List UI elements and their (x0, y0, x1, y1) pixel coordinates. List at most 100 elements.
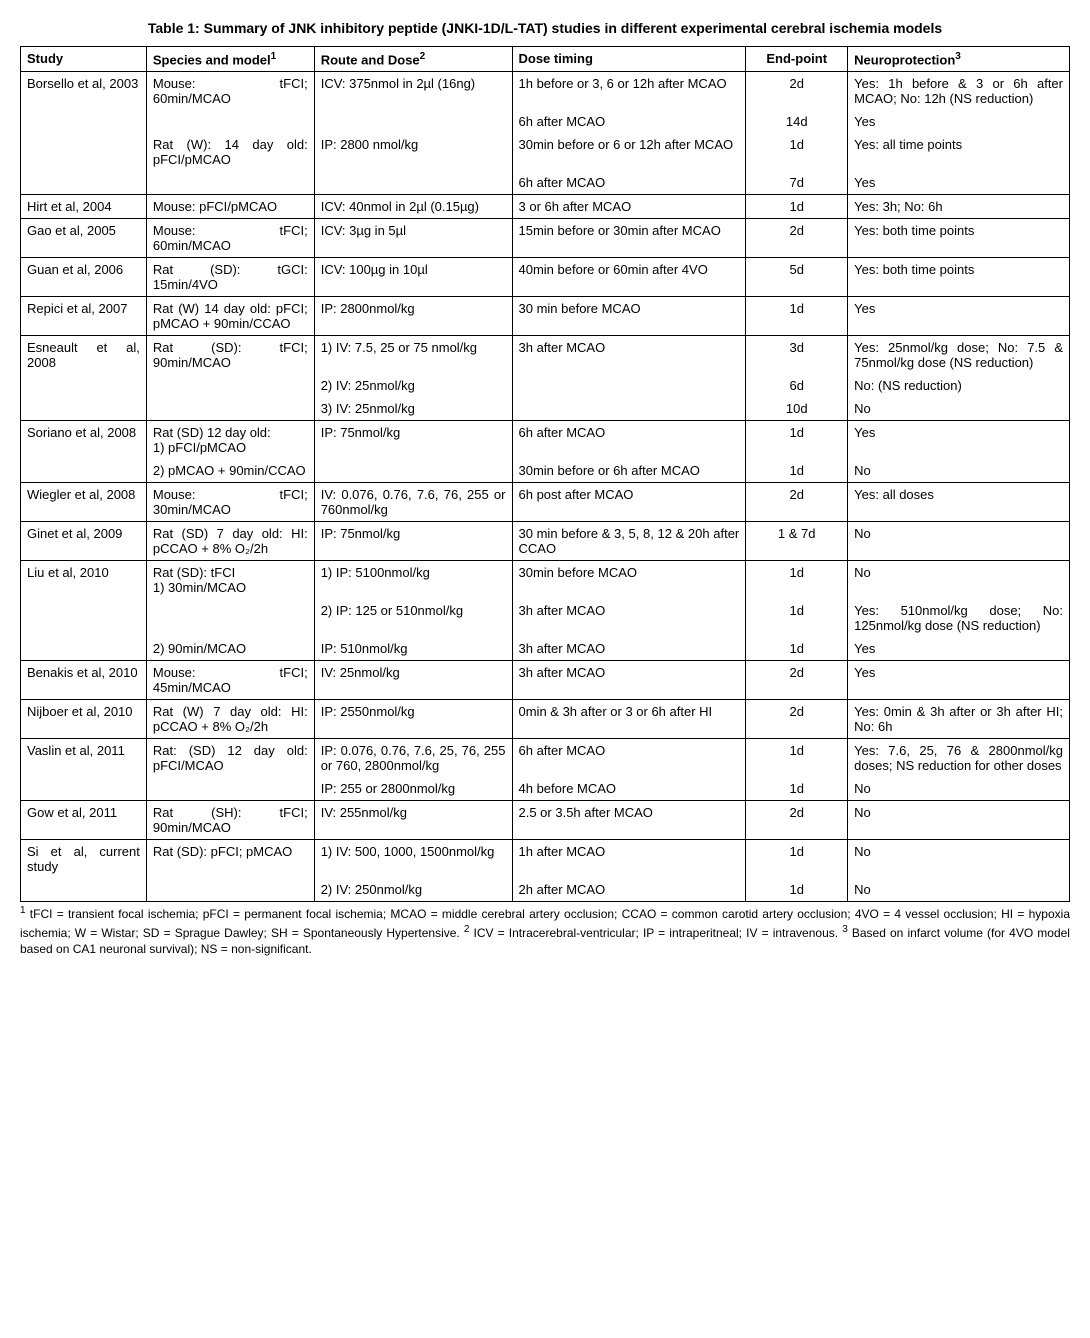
header-study: Study (21, 47, 147, 72)
cell-timing: 6h after MCAO (512, 110, 746, 133)
table-row: Benakis et al, 2010Mouse: tFCI; 45min/MC… (21, 661, 1070, 700)
cell-timing: 0min & 3h after or 3 or 6h after HI (512, 700, 746, 739)
cell-endpoint: 2d (746, 661, 848, 700)
cell-endpoint: 2d (746, 700, 848, 739)
cell-endpoint: 1d (746, 878, 848, 902)
table-row: 3) IV: 25nmol/kg10dNo (21, 397, 1070, 421)
table-row: Rat (W): 14 day old: pFCI/pMCAOIP: 2800 … (21, 133, 1070, 171)
cell-route (314, 110, 512, 133)
cell-study: Vaslin et al, 2011 (21, 739, 147, 778)
table-row: IP: 255 or 2800nmol/kg4h before MCAO1dNo (21, 777, 1070, 801)
cell-study (21, 599, 147, 637)
cell-neuro: Yes: both time points (848, 258, 1070, 297)
cell-species: Mouse: tFCI; 60min/MCAO (146, 72, 314, 111)
cell-study (21, 459, 147, 483)
cell-timing: 3h after MCAO (512, 637, 746, 661)
cell-endpoint: 1d (746, 777, 848, 801)
summary-table: Study Species and model1 Route and Dose2… (20, 46, 1070, 902)
cell-study: Soriano et al, 2008 (21, 421, 147, 460)
cell-route: IV: 0.076, 0.76, 7.6, 76, 255 or 760nmol… (314, 483, 512, 522)
cell-endpoint: 10d (746, 397, 848, 421)
cell-timing: 30min before or 6 or 12h after MCAO (512, 133, 746, 171)
cell-route: IP: 2550nmol/kg (314, 700, 512, 739)
table-title: Table 1: Summary of JNK inhibitory pepti… (20, 20, 1070, 36)
table-row: Liu et al, 2010Rat (SD): tFCI 1) 30min/M… (21, 561, 1070, 600)
cell-study: Nijboer et al, 2010 (21, 700, 147, 739)
table-row: Guan et al, 2006Rat (SD): tGCI: 15min/4V… (21, 258, 1070, 297)
cell-route: IP: 0.076, 0.76, 7.6, 25, 76, 255 or 760… (314, 739, 512, 778)
cell-route (314, 459, 512, 483)
cell-timing: 30 min before & 3, 5, 8, 12 & 20h after … (512, 522, 746, 561)
cell-timing: 1h after MCAO (512, 840, 746, 879)
cell-neuro: Yes: both time points (848, 219, 1070, 258)
cell-timing: 3h after MCAO (512, 599, 746, 637)
cell-timing: 3h after MCAO (512, 661, 746, 700)
cell-route: 2) IV: 25nmol/kg (314, 374, 512, 397)
cell-species (146, 171, 314, 195)
cell-timing: 6h after MCAO (512, 421, 746, 460)
cell-route: 1) IV: 7.5, 25 or 75 nmol/kg (314, 336, 512, 375)
cell-route: ICV: 375nmol in 2µl (16ng) (314, 72, 512, 111)
cell-route: IV: 25nmol/kg (314, 661, 512, 700)
cell-route: IV: 255nmol/kg (314, 801, 512, 840)
cell-route (314, 171, 512, 195)
table-row: Gao et al, 2005Mouse: tFCI; 60min/MCAOIC… (21, 219, 1070, 258)
cell-species: Rat (W): 14 day old: pFCI/pMCAO (146, 133, 314, 171)
cell-endpoint: 1d (746, 599, 848, 637)
cell-route: 1) IV: 500, 1000, 1500nmol/kg (314, 840, 512, 879)
cell-species: Rat (SD) 12 day old: 1) pFCI/pMCAO (146, 421, 314, 460)
cell-species: Rat (SD): tFCI 1) 30min/MCAO (146, 561, 314, 600)
cell-study (21, 777, 147, 801)
header-species: Species and model1 (146, 47, 314, 72)
cell-neuro: Yes (848, 110, 1070, 133)
cell-endpoint: 1d (746, 739, 848, 778)
table-row: 2) pMCAO + 90min/CCAO30min before or 6h … (21, 459, 1070, 483)
cell-neuro: No (848, 522, 1070, 561)
table-row: 2) IV: 250nmol/kg2h after MCAO1dNo (21, 878, 1070, 902)
table-row: Soriano et al, 2008Rat (SD) 12 day old: … (21, 421, 1070, 460)
footnote-2: ICV = Intracerebral-ventricular; IP = in… (469, 926, 842, 940)
table-row: Borsello et al, 2003Mouse: tFCI; 60min/M… (21, 72, 1070, 111)
cell-species (146, 777, 314, 801)
table-row: 2) IV: 25nmol/kg6dNo: (NS reduction) (21, 374, 1070, 397)
cell-neuro: Yes: 7.6, 25, 76 & 2800nmol/kg doses; NS… (848, 739, 1070, 778)
cell-endpoint: 1d (746, 459, 848, 483)
cell-endpoint: 7d (746, 171, 848, 195)
footnotes: 1 tFCI = transient focal ischemia; pFCI … (20, 904, 1070, 957)
cell-neuro: No (848, 397, 1070, 421)
table-row: Esneault et al, 2008Rat (SD): tFCI; 90mi… (21, 336, 1070, 375)
cell-timing: 1h before or 3, 6 or 12h after MCAO (512, 72, 746, 111)
cell-study: Liu et al, 2010 (21, 561, 147, 600)
cell-study (21, 133, 147, 171)
cell-route: ICV: 100µg in 10µl (314, 258, 512, 297)
header-neuro: Neuroprotection3 (848, 47, 1070, 72)
cell-timing: 15min before or 30min after MCAO (512, 219, 746, 258)
cell-study: Hirt et al, 2004 (21, 195, 147, 219)
cell-study: Gao et al, 2005 (21, 219, 147, 258)
cell-endpoint: 6d (746, 374, 848, 397)
cell-study (21, 110, 147, 133)
cell-study (21, 637, 147, 661)
cell-neuro: Yes (848, 421, 1070, 460)
header-route: Route and Dose2 (314, 47, 512, 72)
cell-endpoint: 2d (746, 219, 848, 258)
table-row: Wiegler et al, 2008Mouse: tFCI; 30min/MC… (21, 483, 1070, 522)
cell-endpoint: 1d (746, 840, 848, 879)
cell-study: Si et al, current study (21, 840, 147, 879)
cell-species: Rat (SD) 7 day old: HI: pCCAO + 8% O₂/2h (146, 522, 314, 561)
cell-endpoint: 3d (746, 336, 848, 375)
cell-route: IP: 2800 nmol/kg (314, 133, 512, 171)
cell-timing: 40min before or 60min after 4VO (512, 258, 746, 297)
header-endpoint: End-point (746, 47, 848, 72)
cell-timing: 6h after MCAO (512, 171, 746, 195)
cell-species: Rat (SH): tFCI; 90min/MCAO (146, 801, 314, 840)
cell-endpoint: 1d (746, 133, 848, 171)
cell-species: Mouse: tFCI; 30min/MCAO (146, 483, 314, 522)
cell-neuro: Yes: all doses (848, 483, 1070, 522)
table-row: 6h after MCAO14dYes (21, 110, 1070, 133)
cell-timing: 3h after MCAO (512, 336, 746, 375)
cell-route: IP: 75nmol/kg (314, 421, 512, 460)
cell-species (146, 599, 314, 637)
cell-species: Rat (SD): pFCI; pMCAO (146, 840, 314, 879)
cell-neuro: No (848, 777, 1070, 801)
